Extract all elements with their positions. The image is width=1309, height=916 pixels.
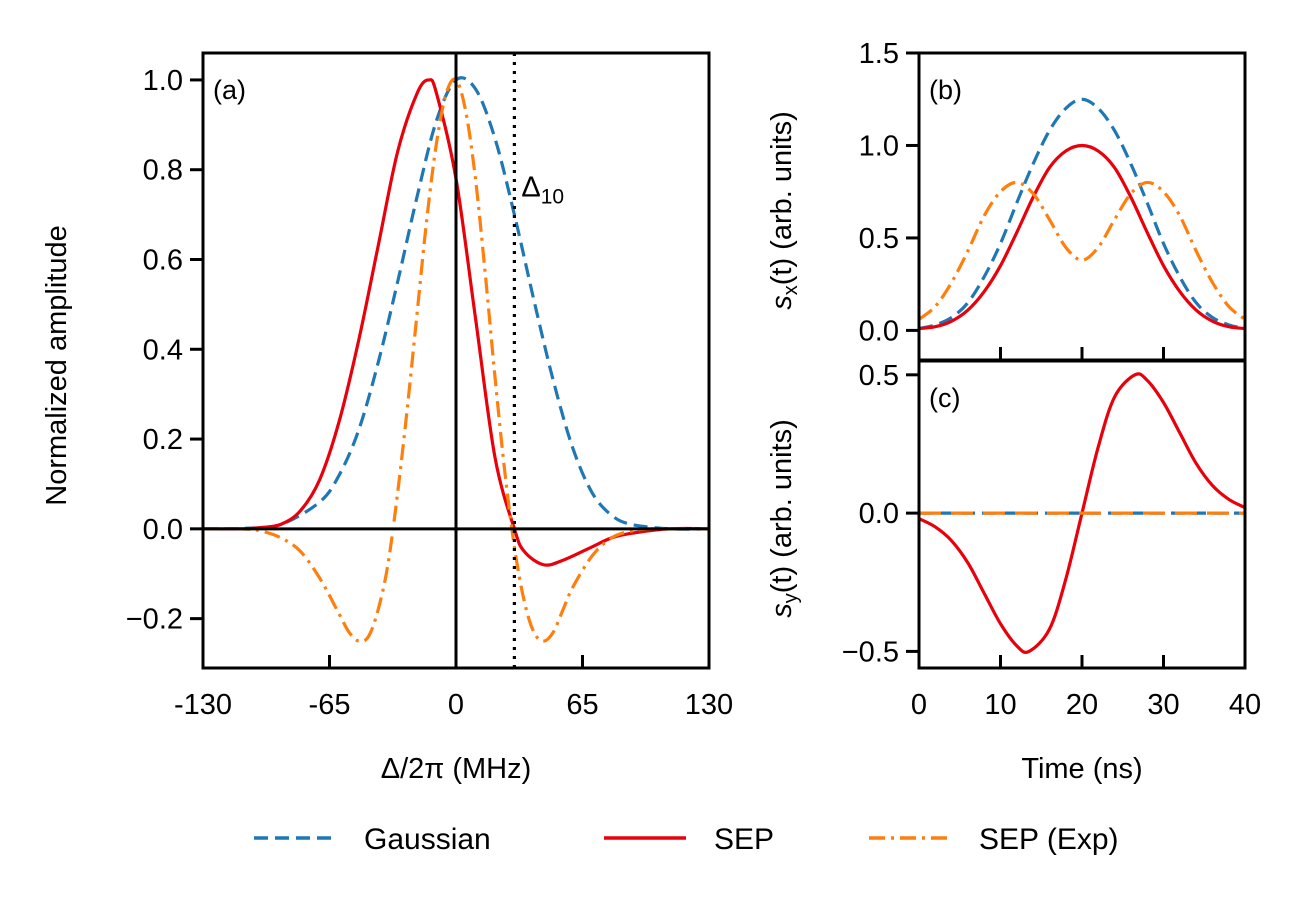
panel-a-y-tick-label: 0.6 [143, 244, 183, 276]
panel-c-x-tick-label: 10 [984, 689, 1016, 721]
panel-a-y-tick-label: 0.2 [143, 424, 183, 456]
panel-b-y-tick-label: 1.0 [859, 130, 899, 162]
panel-a-x-label: Δ/2π (MHz) [381, 753, 532, 785]
panel-c-tag: (c) [929, 383, 960, 413]
legend-label-2: SEP (Exp) [979, 823, 1119, 856]
panel-a-y-tick-label: 0.0 [143, 514, 183, 546]
panel-b-tag: (b) [929, 75, 962, 105]
panel-a-x-tick-label: 0 [448, 689, 464, 721]
panel-b-y-ticks: 0.0 0.5 1.0 1.5 [859, 38, 919, 347]
panel-a-x-tick-label: -65 [309, 689, 351, 721]
panel-a-reference-lines [203, 53, 709, 668]
legend-label-0: Gaussian [364, 823, 491, 856]
panel-b-y-label: sx(t) (arb. units) [766, 111, 802, 310]
panel-b-series [919, 97, 1245, 331]
panel-a-y-ticks: −0.2 0.0 0.2 0.4 0.6 0.8 1.0 [126, 65, 203, 636]
panel-a-x-ticks: -130 -65 0 65 130 [174, 655, 733, 721]
panel-b-y-tick-label: 0.0 [859, 315, 899, 347]
panel-a-y-tick-label: 1.0 [143, 65, 183, 97]
panel-b-y-tick-label: 1.5 [859, 38, 899, 70]
panel-b-series-sep-exp [919, 180, 1245, 321]
panel-b-series-gaussian [919, 97, 1245, 331]
panel-c-y-label-rest: (t) (arb. units) [766, 419, 798, 593]
panel-c-x-tick-label: 20 [1066, 689, 1098, 721]
delta10-annotation-sub: 10 [541, 186, 564, 209]
panel-a-x-tick-label: 65 [566, 689, 598, 721]
panel-c-y-tick-label: 0.0 [859, 498, 899, 530]
panel-c-y-ticks: −0.5 0.0 0.5 [842, 360, 919, 668]
delta10-annotation-main: Δ [521, 172, 540, 204]
panel-c-x-ticks: 0 10 20 30 40 [911, 655, 1261, 721]
panel-b: 0.0 0.5 1.0 1.5 (b) sx(t) (arb. units) [766, 38, 1247, 362]
legend-label-1: SEP [714, 823, 774, 856]
panel-c-x-tick-label: 40 [1229, 689, 1261, 721]
panel-a-y-tick-label: −0.2 [126, 604, 183, 636]
panel-c: 0 10 20 30 40 −0.5 0.0 0.5 (c) Time (ns) sy(t)… [766, 359, 1261, 785]
panel-a-series [203, 76, 709, 644]
panel-b-y-tick-label: 0.5 [859, 223, 899, 255]
panel-c-series [919, 372, 1245, 654]
panel-b-y-label-symbol: s [766, 295, 798, 310]
panel-c-y-tick-label: −0.5 [842, 636, 899, 668]
panel-a-tag: (a) [213, 75, 246, 105]
legend: Gaussian SEP SEP (Exp) [254, 823, 1119, 856]
panel-b-y-label-subscript: x [780, 285, 802, 295]
panel-a-series-sep [203, 78, 709, 567]
panel-a-x-tick-label: -130 [174, 689, 232, 721]
panel-a-y-tick-label: 0.8 [143, 155, 183, 187]
panel-c-x-label: Time (ns) [1021, 753, 1142, 785]
panel-c-x-tick-label: 30 [1147, 689, 1179, 721]
panel-a-y-tick-label: 0.4 [143, 334, 183, 366]
delta10-annotation: Δ10 [521, 172, 564, 209]
panel-c-x-tick-label: 0 [911, 689, 927, 721]
panel-b-x-ticks [917, 347, 1247, 360]
panel-b-series-sep [919, 143, 1245, 331]
panel-a-x-tick-label: 130 [685, 689, 733, 721]
panel-c-y-tick-label: 0.5 [859, 360, 899, 392]
panel-a: -130 -65 0 65 130 −0.2 0.0 0.2 0.4 0.6 0.8 1.0 (a)… [41, 51, 733, 785]
panel-b-y-label-rest: (t) (arb. units) [766, 111, 798, 285]
panel-c-y-label-symbol: s [766, 603, 798, 618]
panel-a-series-gaussian [203, 76, 709, 531]
panel-c-y-label: sy(t) (arb. units) [766, 419, 802, 618]
panel-c-y-label-subscript: y [780, 593, 802, 603]
panel-a-y-label: Normalized amplitude [41, 225, 73, 505]
